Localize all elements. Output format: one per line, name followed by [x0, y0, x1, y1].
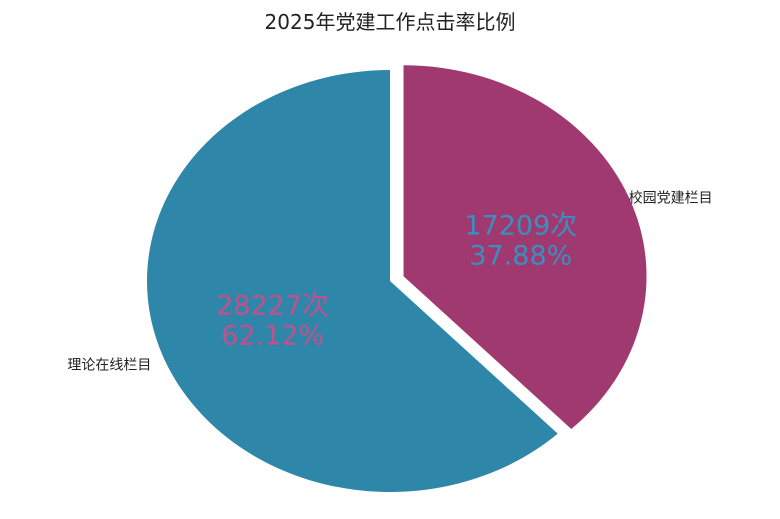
slice-value-label-1: 28227次	[216, 291, 329, 322]
chart-title: 2025年党建工作点击率比例	[264, 10, 516, 34]
pie-slice-0	[403, 65, 647, 429]
slice-value-label-0: 17209次	[464, 211, 577, 242]
slice-category-label-0: 校园党建栏目	[629, 189, 713, 206]
slice-percent-label-0: 37.88%	[469, 241, 572, 272]
slice-percent-label-1: 62.12%	[221, 321, 324, 352]
pie-slice-1	[147, 70, 558, 492]
slice-category-label-1: 理论在线栏目	[67, 358, 151, 374]
